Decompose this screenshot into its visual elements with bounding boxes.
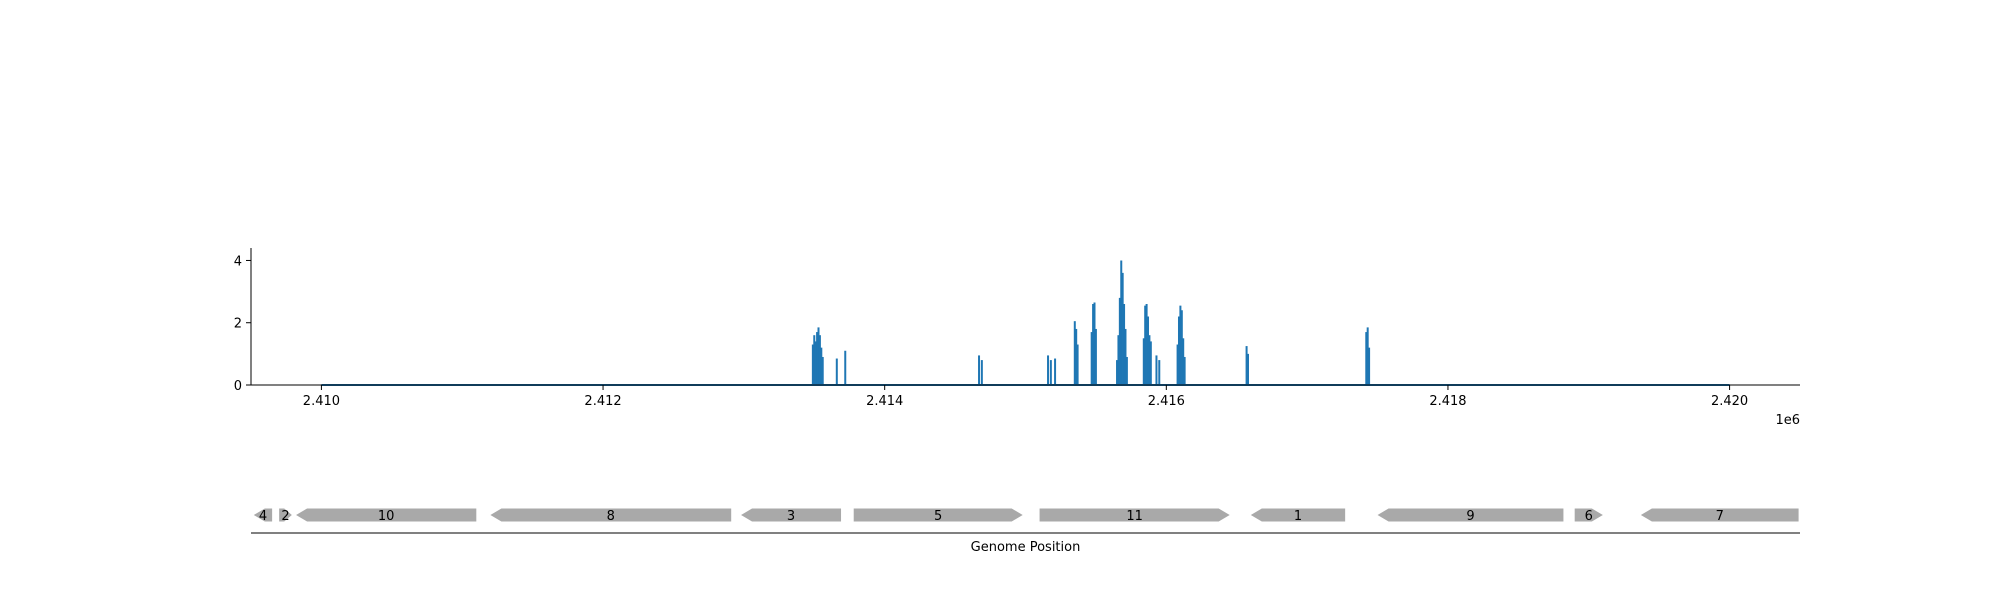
x-tick-label: 2.412: [584, 394, 621, 409]
gene-2: 2: [279, 508, 292, 524]
gene-arrow: [1640, 508, 1799, 522]
gene-label: 10: [378, 509, 395, 524]
gene-label: 9: [1466, 509, 1474, 524]
gene-11: 11: [1039, 508, 1230, 524]
gene-arrow: [1377, 508, 1564, 522]
gene-label: 5: [934, 509, 942, 524]
gene-map-xlabel: Genome Position: [971, 540, 1081, 555]
gene-arrow: [741, 508, 842, 522]
gene-arrow: [1250, 508, 1346, 522]
gene-label: 2: [281, 509, 289, 524]
x-tick-label: 2.416: [1148, 394, 1185, 409]
gene-label: 11: [1126, 509, 1143, 524]
gene-9: 9: [1377, 508, 1564, 524]
x-tick-label: 2.410: [303, 394, 340, 409]
y-tick-label: 0: [234, 379, 242, 394]
gene-map: 4 2 10 8 3 5 11 1 9 6 7 Genome Position: [251, 508, 1800, 555]
gene-arrows: 4 2 10 8 3 5 11 1 9 6 7: [253, 508, 1799, 524]
gene-arrow: [1574, 508, 1603, 522]
gene-arrow: [1039, 508, 1230, 522]
gene-label: 7: [1716, 509, 1724, 524]
coverage-spikes: [811, 260, 1371, 385]
x-tick-label: 2.414: [866, 394, 903, 409]
y-ticks: 0 2 4: [234, 254, 251, 394]
gene-5: 5: [853, 508, 1023, 524]
gene-4: 4: [253, 508, 273, 524]
gene-arrow: [853, 508, 1023, 522]
gene-label: 3: [787, 509, 795, 524]
coverage-plot: 2.410 2.412 2.414 2.416 2.418 2.420 0 2 4 1e6: [234, 248, 1800, 428]
gene-7: 7: [1640, 508, 1799, 524]
gene-1: 1: [1250, 508, 1346, 524]
gene-10: 10: [296, 508, 477, 524]
gene-arrow: [490, 508, 732, 522]
x-tick-label: 2.418: [1429, 394, 1466, 409]
y-tick-label: 2: [234, 317, 242, 332]
gene-arrow: [296, 508, 477, 522]
gene-3: 3: [741, 508, 842, 524]
gene-label: 8: [607, 509, 615, 524]
x-tick-label: 2.420: [1711, 394, 1748, 409]
x-ticks: 2.410 2.412 2.414 2.416 2.418 2.420: [303, 385, 1748, 409]
gene-label: 1: [1294, 509, 1302, 524]
gene-arrow: [279, 508, 292, 522]
gene-6: 6: [1574, 508, 1603, 524]
gene-arrow: [253, 508, 273, 522]
gene-8: 8: [490, 508, 732, 524]
gene-label: 4: [259, 509, 267, 524]
gene-label: 6: [1585, 509, 1593, 524]
x-offset-label: 1e6: [1775, 413, 1800, 428]
y-tick-label: 4: [234, 254, 242, 269]
